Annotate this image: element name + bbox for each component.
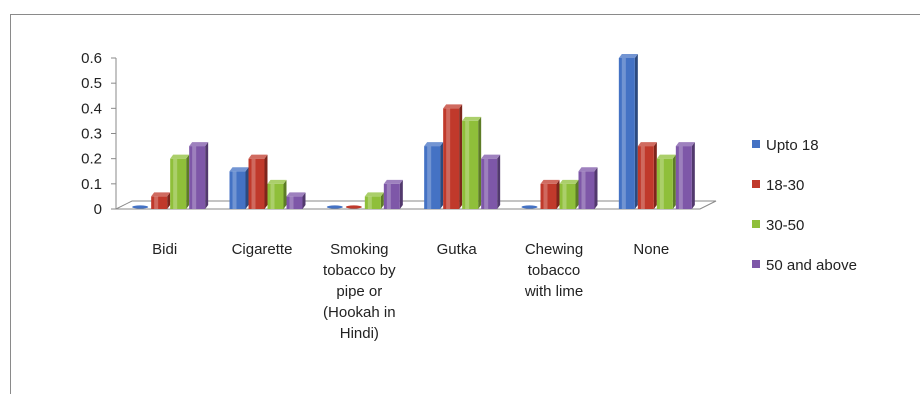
bar-50-and-above [383,179,403,209]
bar-50-and-above [189,142,209,209]
y-tick-label: 0.3 [81,126,102,143]
y-tick-label: 0.4 [81,100,102,117]
category-labels: Bidi Cigarette Smoking tobacco by pipe or (Ho… [152,241,669,342]
bar-18-30 [443,104,463,209]
x-tick-label: Chewing tobacco with lime [524,241,583,300]
y-tick-label: 0.1 [81,176,102,193]
bar-50-and-above [481,154,501,209]
bar-30-50 [364,192,384,209]
x-tick-label: Bidi [152,241,177,258]
x-tick-label-line: with lime [524,283,583,300]
x-tick-label: Cigarette [232,241,293,258]
x-tick-label-line: Smoking [330,241,388,258]
bar-30-50 [462,116,482,209]
x-tick-label-line: Bidi [152,241,177,258]
bar-30-50 [656,154,676,209]
bar-18-30 [151,192,171,209]
bar-50-and-above [286,192,306,209]
legend: Upto 18 18-30 30-50 50 and above [752,137,857,274]
y-tick-label: 0 [94,201,102,218]
x-tick-label-line: tobacco [528,262,581,279]
legend-swatch [752,260,760,268]
bar-upto-18 [229,167,249,209]
x-tick-label-line: pipe or [336,283,382,300]
bar-30-50 [267,179,287,209]
bar-18-30 [637,142,657,209]
legend-label: 30-50 [766,217,804,234]
bar-30-50 [559,179,579,209]
x-tick-label-line: Gutka [437,241,478,258]
y-tick-label: 0.2 [81,151,102,168]
bar-upto-18 [132,205,149,209]
bar-18-30 [248,154,268,209]
x-tick-label: Smoking tobacco by pipe or (Hookah in Hindi) [323,241,396,342]
x-tick-label: None [633,241,669,258]
bar-30-50 [170,154,190,209]
y-tick-label: 0.5 [81,75,102,92]
x-tick-label-line: Chewing [525,241,583,258]
legend-label: 18-30 [766,177,804,194]
legend-label: 50 and above [766,257,857,274]
x-tick-label-line: None [633,241,669,258]
bar-18-30 [345,205,362,209]
chart-frame [10,14,920,394]
bar-50-and-above [578,167,598,209]
legend-swatch [752,220,760,228]
y-tick-label: 0.6 [81,50,102,67]
legend-label: Upto 18 [766,137,819,154]
bar-18-30 [540,179,560,209]
x-tick-label-line: Cigarette [232,241,293,258]
bars [132,54,695,209]
legend-swatch [752,180,760,188]
bar-50-and-above [675,142,695,209]
x-tick-label-line: (Hookah in [323,304,396,321]
x-tick-label-line: Hindi) [340,325,379,342]
legend-swatch [752,140,760,148]
bar-upto-18 [326,205,343,209]
bar-upto-18 [424,142,444,209]
bar-upto-18 [521,205,538,209]
bar-upto-18 [618,54,638,209]
x-tick-label-line: tobacco by [323,262,396,279]
x-tick-label: Gutka [437,241,478,258]
